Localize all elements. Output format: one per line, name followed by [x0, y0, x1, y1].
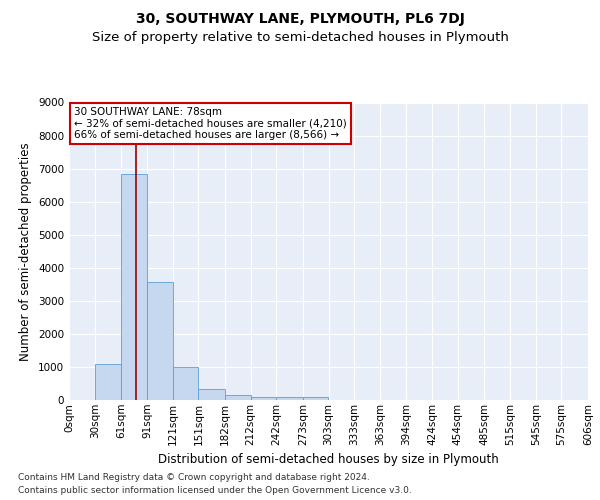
Bar [276, 396, 303, 400]
Text: 30 SOUTHWAY LANE: 78sqm
← 32% of semi-detached houses are smaller (4,210)
66% of: 30 SOUTHWAY LANE: 78sqm ← 32% of semi-de… [74, 107, 347, 140]
Bar [95, 364, 121, 400]
Text: Size of property relative to semi-detached houses in Plymouth: Size of property relative to semi-detach… [92, 31, 508, 44]
Text: Contains public sector information licensed under the Open Government Licence v3: Contains public sector information licen… [18, 486, 412, 495]
Bar [147, 282, 173, 400]
Bar [251, 396, 276, 400]
Text: Contains HM Land Registry data © Crown copyright and database right 2024.: Contains HM Land Registry data © Crown c… [18, 472, 370, 482]
Bar [173, 367, 199, 400]
Text: 30, SOUTHWAY LANE, PLYMOUTH, PL6 7DJ: 30, SOUTHWAY LANE, PLYMOUTH, PL6 7DJ [136, 12, 464, 26]
Bar [121, 174, 147, 400]
Y-axis label: Number of semi-detached properties: Number of semi-detached properties [19, 142, 32, 360]
Bar [199, 390, 225, 400]
Bar [225, 395, 251, 400]
X-axis label: Distribution of semi-detached houses by size in Plymouth: Distribution of semi-detached houses by … [158, 453, 499, 466]
Bar [303, 398, 329, 400]
